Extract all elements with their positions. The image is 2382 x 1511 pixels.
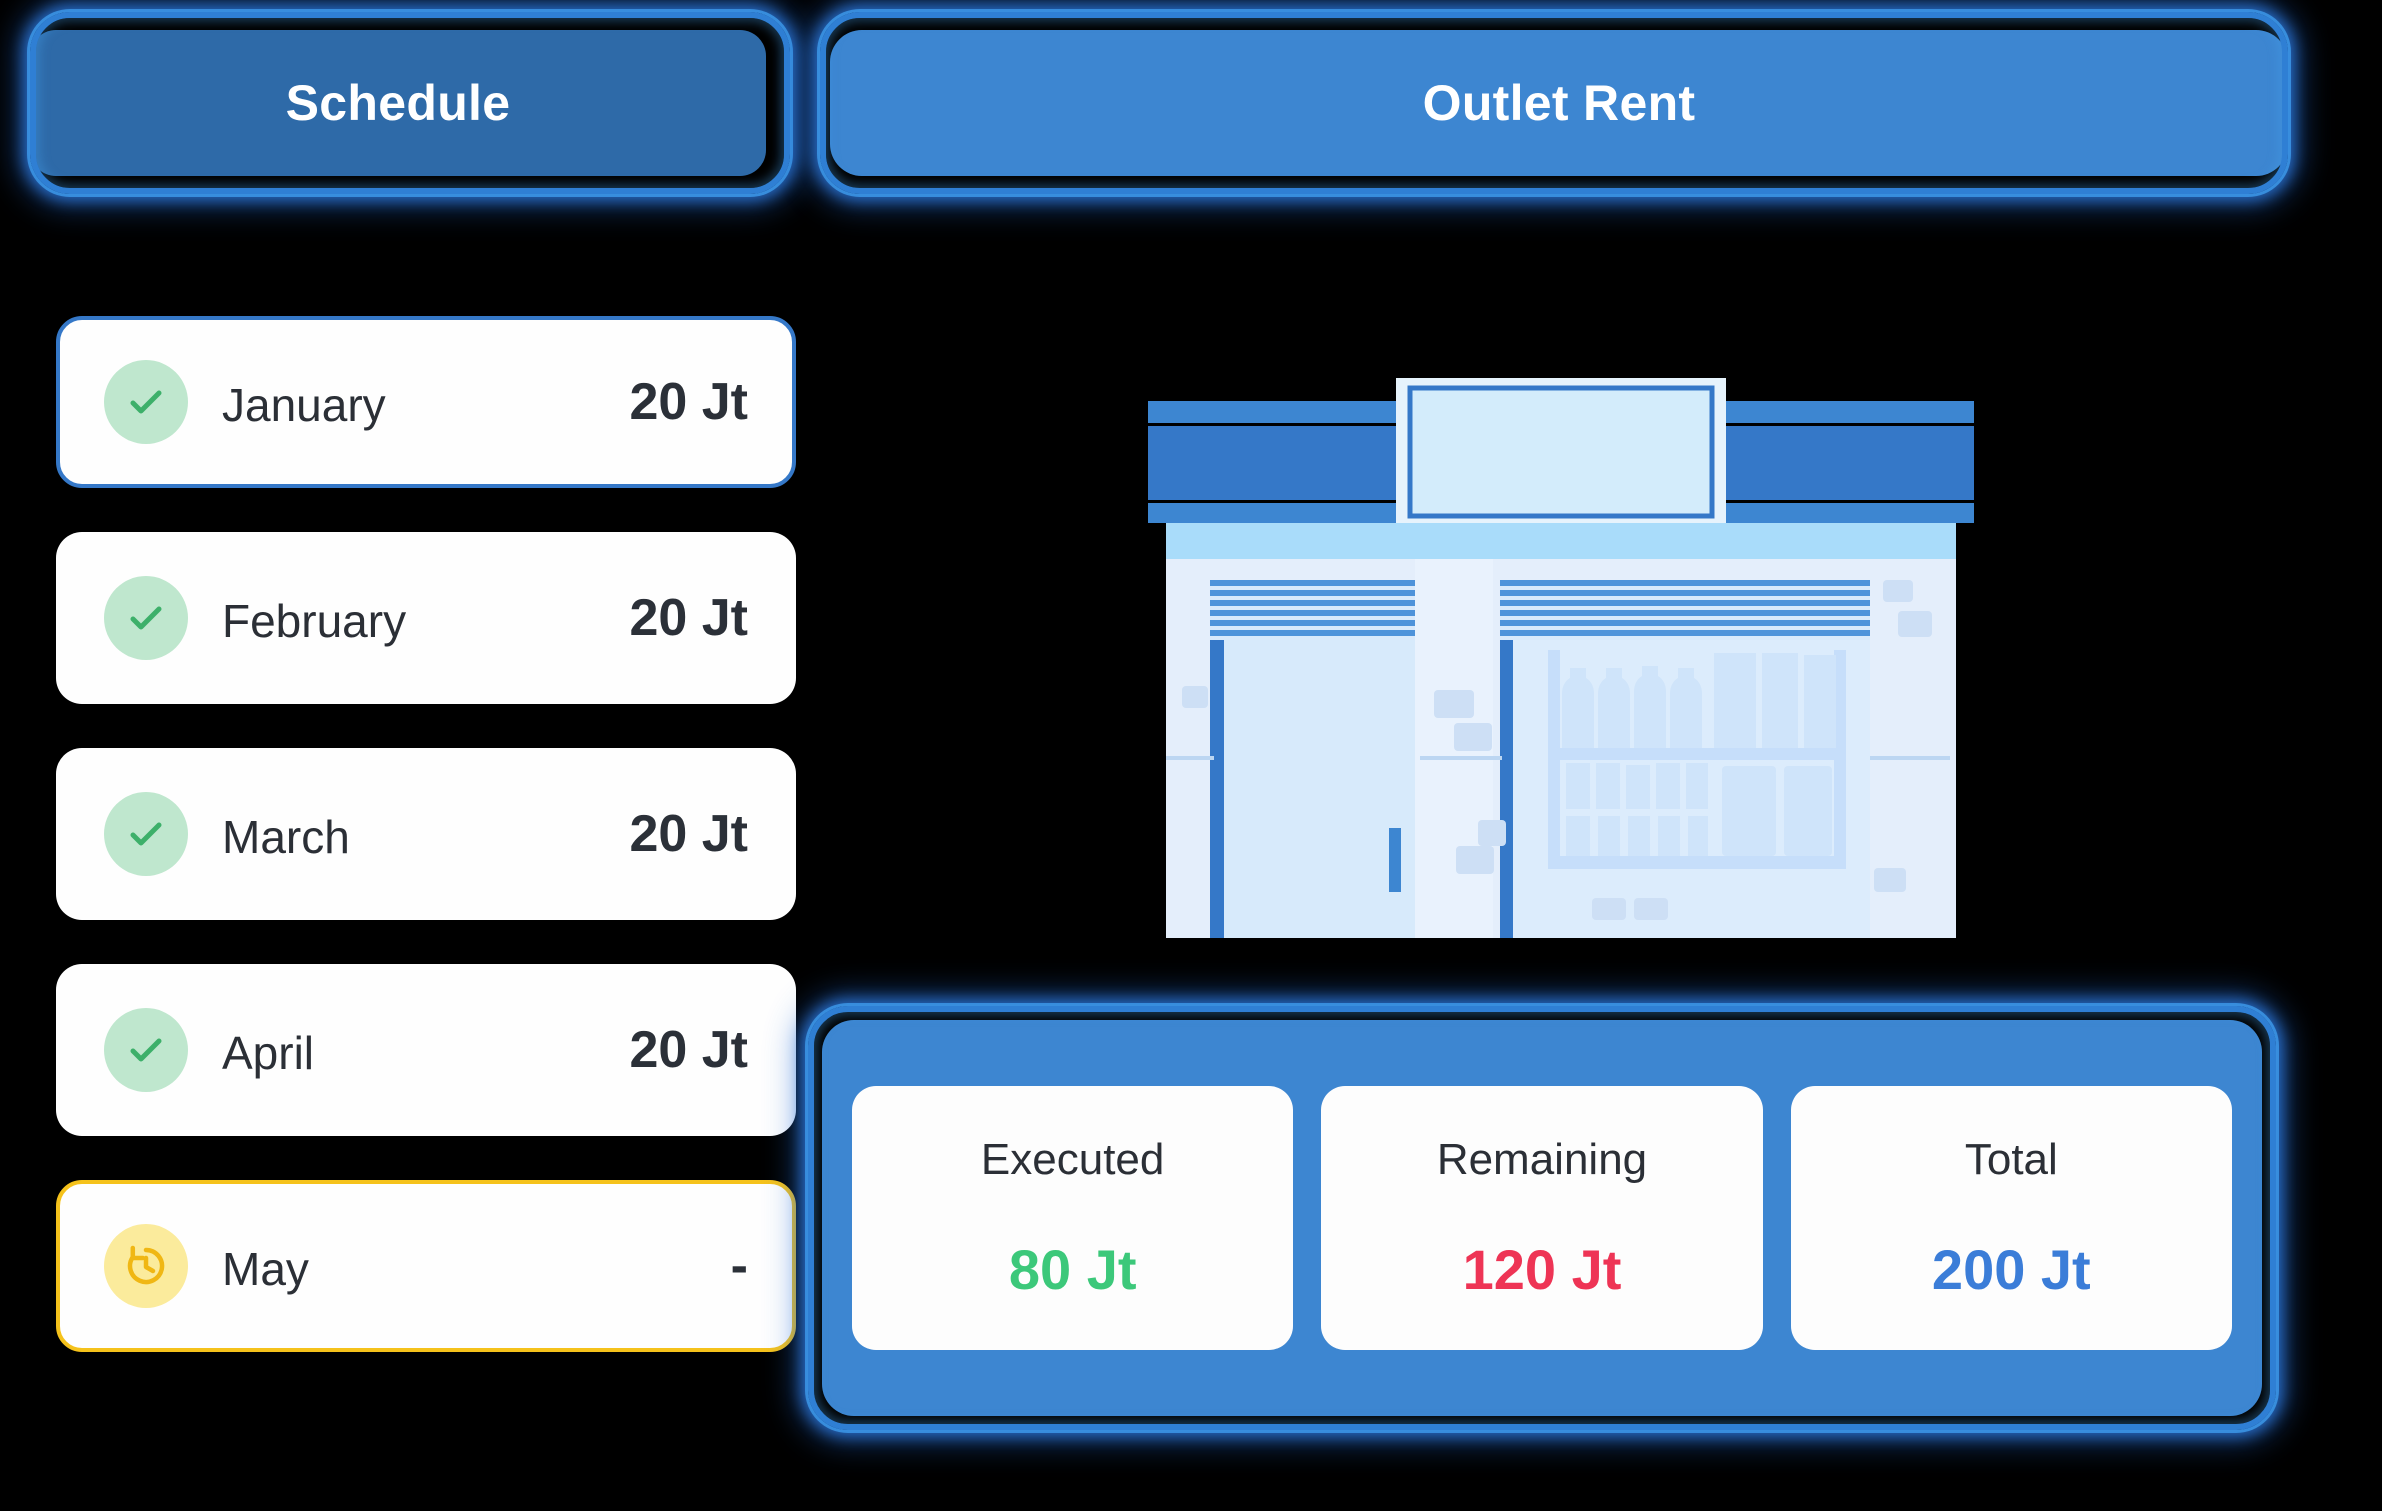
month-label: January [222, 378, 386, 431]
check-circle-icon [104, 792, 188, 876]
month-amount: 20 Jt [629, 1021, 748, 1079]
tab-schedule-label: Schedule [285, 75, 511, 131]
list-item-body: March [222, 807, 564, 861]
summary-card-value: 120 Jt [1462, 1237, 1622, 1301]
month-label: March [222, 810, 350, 863]
check-circle-icon [104, 360, 188, 444]
list-item-body: January [222, 375, 564, 429]
schedule-list: January 20 Jt February 20 Jt March 2 [56, 316, 796, 1396]
summary-card-executed[interactable]: Executed 80 Jt [852, 1086, 1294, 1350]
summary-card-label: Executed [980, 1134, 1165, 1184]
check-circle-icon [104, 576, 188, 660]
tab-bar: Schedule Outlet Rent [30, 12, 2288, 194]
check-circle-icon [104, 1008, 188, 1092]
tab-outlet-rent[interactable]: Outlet Rent [830, 30, 2288, 176]
list-item-body: February [222, 591, 564, 645]
outlet-storefront-illustration [1148, 368, 1974, 938]
tab-schedule[interactable]: Schedule [30, 30, 766, 176]
summary-card-label: Remaining [1436, 1134, 1648, 1184]
summary-card-value: 200 Jt [1931, 1237, 2091, 1301]
summary-card-label: Total [1964, 1134, 2058, 1184]
summary-card-remaining[interactable]: Remaining 120 Jt [1321, 1086, 1763, 1350]
list-item[interactable]: May - [56, 1180, 796, 1352]
summary-card-total[interactable]: Total 200 Jt [1790, 1086, 2232, 1350]
month-amount: 20 Jt [629, 805, 748, 863]
month-label: May [222, 1242, 309, 1295]
list-item-body: April [222, 1023, 564, 1077]
list-item[interactable]: March 20 Jt [56, 748, 796, 920]
summary-panel: Executed 80 Jt Remaining 120 Jt Total 20… [822, 1020, 2262, 1416]
summary-card-value: 80 Jt [1008, 1237, 1137, 1301]
month-amount: 20 Jt [629, 373, 748, 431]
month-amount: - [730, 1237, 748, 1295]
tab-outlet-rent-label: Outlet Rent [1422, 75, 1696, 131]
list-item-body: May [222, 1239, 564, 1293]
month-label: April [222, 1026, 315, 1079]
month-label: February [222, 594, 407, 647]
list-item[interactable]: April 20 Jt [56, 964, 796, 1136]
clock-rewind-icon [104, 1224, 188, 1308]
list-item[interactable]: January 20 Jt [56, 316, 796, 488]
list-item[interactable]: February 20 Jt [56, 532, 796, 704]
month-amount: 20 Jt [629, 589, 748, 647]
